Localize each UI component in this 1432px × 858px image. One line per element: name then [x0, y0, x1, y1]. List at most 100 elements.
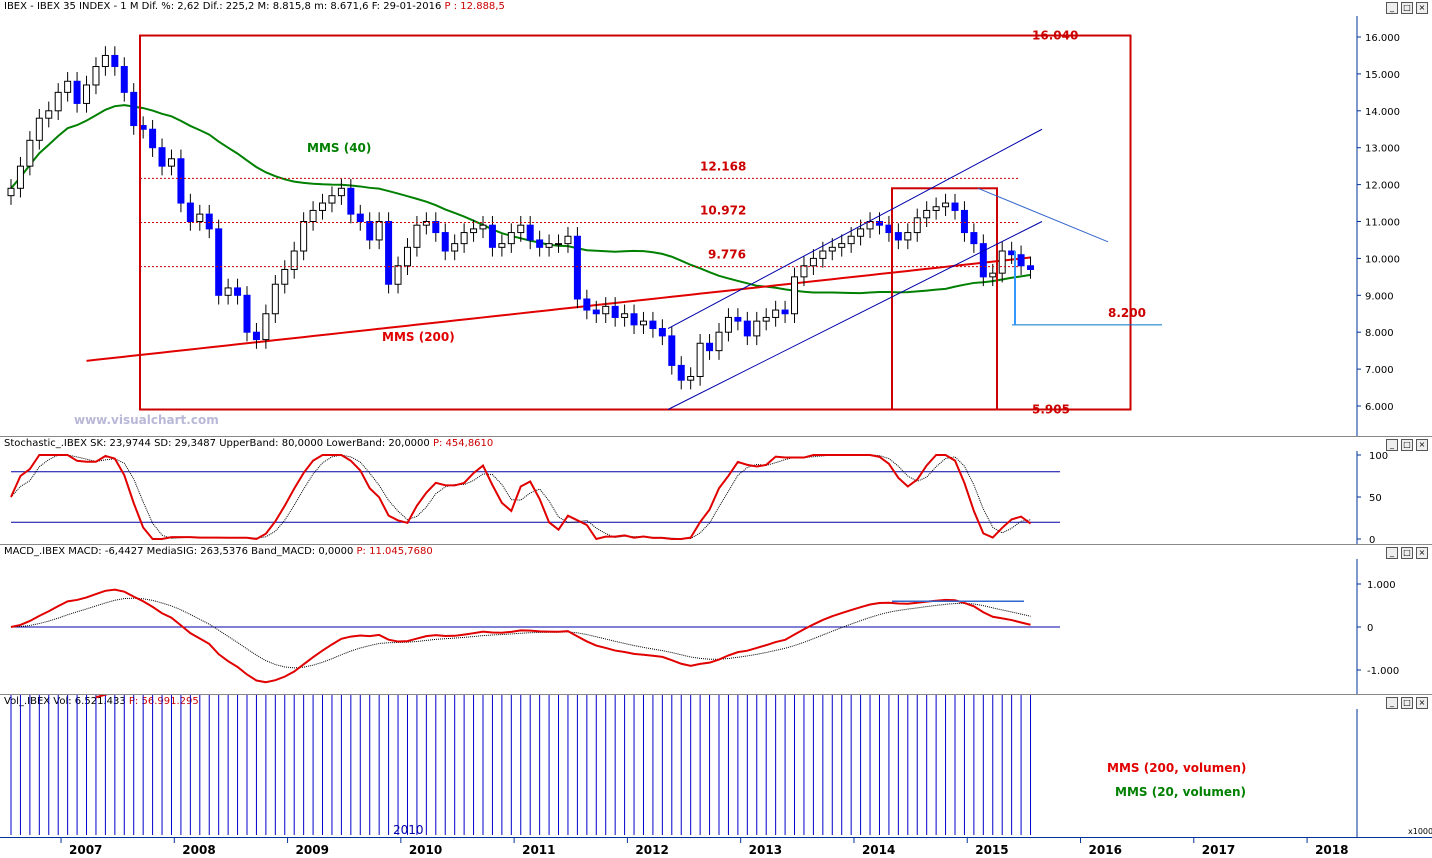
close-button[interactable]: ×	[1416, 547, 1428, 559]
minimize-button[interactable]: _	[1386, 547, 1398, 559]
sma40-line	[10, 104, 1031, 295]
macd-chart[interactable]: 1.000 0 -1.000	[0, 545, 1432, 695]
main-window-controls: _ □ ×	[1386, 2, 1428, 14]
downtrend-line	[977, 187, 1109, 243]
candle-body	[375, 221, 383, 241]
candle-body	[120, 66, 128, 93]
vol-multiplier: x1000	[1408, 827, 1432, 836]
candle-body	[186, 202, 194, 223]
candle-body	[923, 209, 931, 219]
close-button[interactable]: ×	[1416, 439, 1428, 451]
inner-rectangle	[891, 187, 998, 411]
candle-body	[215, 228, 223, 296]
candle-body	[838, 243, 846, 248]
candle-body	[130, 91, 138, 127]
candle-body	[177, 158, 185, 204]
candle-body	[800, 265, 808, 278]
candle-body	[1017, 254, 1025, 267]
candle-body	[149, 128, 157, 149]
candle-body	[347, 187, 355, 215]
candle-body	[45, 110, 53, 119]
candle-body	[555, 243, 563, 246]
candle-body	[536, 239, 544, 248]
x-tick-label: 2013	[749, 843, 782, 857]
candle-body	[894, 232, 902, 241]
main-title-p: P : 12.888,5	[444, 1, 505, 12]
macd-panel: MACD_.IBEX MACD: -6,4427 MediaSIG: 263,5…	[0, 544, 1432, 695]
candle-body	[432, 221, 440, 234]
candle-body	[904, 232, 912, 241]
candle-body	[602, 305, 610, 315]
y-tick-label: 0	[1367, 623, 1373, 634]
candle-body	[167, 158, 175, 167]
candle-body	[828, 246, 836, 252]
candle-body	[791, 276, 799, 315]
stoch-sd-line	[10, 454, 1031, 540]
candle-body	[101, 54, 109, 68]
candle-body	[356, 213, 364, 222]
candle-body	[385, 221, 393, 285]
volume-panel: Vol_.IBEX Vol: 6.521.433 P: 56.991.295 _…	[0, 694, 1432, 838]
candle-body	[83, 84, 91, 104]
y-tick-label: 0	[1369, 535, 1375, 545]
volume-chart[interactable]: 10.0005.000MMS (200, volumen)MMS (20, vo…	[0, 695, 1432, 838]
candle-body	[583, 298, 591, 311]
candle-body	[271, 283, 279, 315]
candle-body	[1008, 250, 1016, 256]
candle-body	[545, 243, 553, 248]
main-price-panel: IBEX - IBEX 35 INDEX - 1 M Dif. %: 2,62 …	[0, 0, 1432, 436]
candle-body	[677, 364, 685, 381]
candle-body	[715, 331, 723, 352]
macd-window-controls: _ □ ×	[1386, 547, 1428, 559]
minimize-button[interactable]: _	[1386, 2, 1398, 14]
close-button[interactable]: ×	[1416, 2, 1428, 14]
candle-body	[1027, 265, 1035, 270]
stochastic-title: Stochastic_.IBEX SK: 23,9744 SD: 29,3487…	[4, 438, 493, 449]
label-mms200: MMS (200)	[382, 330, 455, 344]
candle-body	[998, 250, 1006, 274]
y-tick-label: 7.000	[1365, 365, 1394, 376]
candle-body	[866, 221, 874, 230]
maximize-button[interactable]: □	[1401, 439, 1413, 451]
candle-body	[592, 309, 600, 315]
y-tick-label: 6.000	[1365, 402, 1394, 413]
candle-body	[92, 66, 100, 86]
minimize-button[interactable]: _	[1386, 439, 1398, 451]
macd-line	[10, 588, 1031, 684]
candle-body	[413, 224, 421, 248]
candle-body	[498, 243, 506, 248]
candle-body	[989, 272, 997, 278]
y-tick-label: 16.000	[1365, 33, 1400, 44]
candle-body	[319, 202, 327, 211]
stochastic-chart[interactable]: 100 50 0	[0, 437, 1432, 545]
candle-body	[470, 228, 478, 234]
x-axis: 2007 2008 2009 2010 2011 2012 2013 2014 2015 2016…	[0, 837, 1432, 858]
vol-inner-year: 2010	[393, 823, 424, 837]
price-chart[interactable]: 16.000 15.000 14.000 13.000 12.000 11.000 10.0…	[0, 0, 1432, 436]
candle-body	[7, 187, 15, 197]
x-tick-label: 2016	[1089, 843, 1122, 857]
maximize-button[interactable]: □	[1401, 697, 1413, 709]
main-title-symbol: IBEX	[4, 1, 27, 12]
macd-title-info: MACD_.IBEX MACD: -6,4427 MediaSIG: 263,5…	[4, 546, 354, 557]
candle-body	[441, 232, 449, 252]
candle-body	[639, 320, 647, 326]
candle-body	[781, 309, 789, 315]
maximize-button[interactable]: □	[1401, 547, 1413, 559]
x-tick-label: 2015	[975, 843, 1008, 857]
maximize-button[interactable]: □	[1401, 2, 1413, 14]
candle-body	[234, 287, 242, 296]
y-tick-label: 15.000	[1365, 70, 1400, 81]
close-button[interactable]: ×	[1416, 697, 1428, 709]
candle-body	[564, 235, 572, 245]
minimize-button[interactable]: _	[1386, 697, 1398, 709]
candle-body	[630, 313, 638, 326]
candle-body	[16, 165, 24, 189]
candle-body	[687, 375, 695, 381]
trend-channel-lower	[667, 221, 1043, 410]
label-vol-mms20: MMS (20, volumen)	[1115, 785, 1246, 799]
candle-body	[224, 287, 232, 296]
candle-body	[479, 224, 487, 230]
candle-body	[196, 213, 204, 222]
y-tick-label: 10.000	[1365, 254, 1400, 265]
